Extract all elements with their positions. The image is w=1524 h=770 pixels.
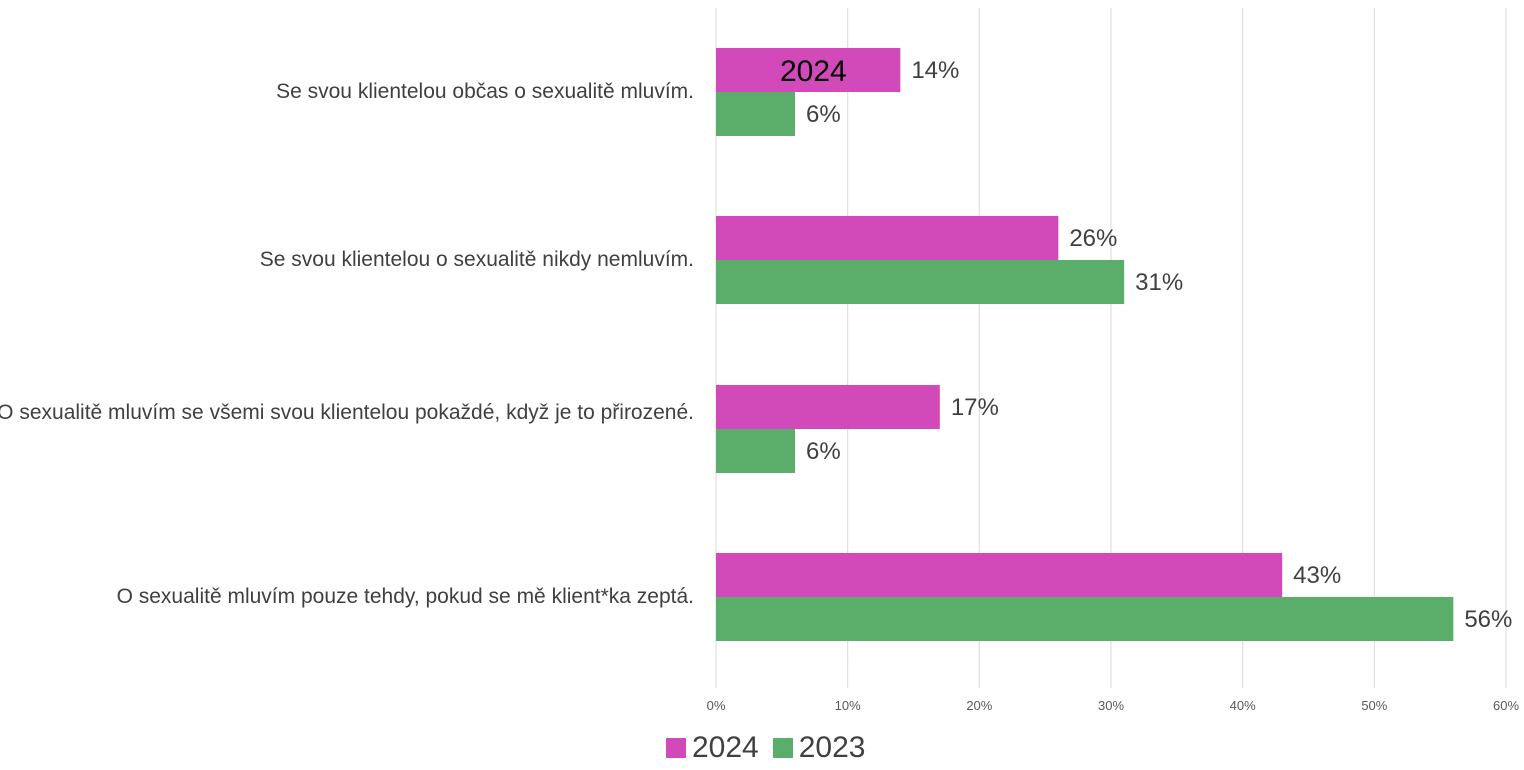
bar-2023-3 <box>716 597 1454 641</box>
bar-2023-0 <box>716 92 795 136</box>
category-label-0: Se svou klientelou občas o sexualitě mlu… <box>276 80 694 103</box>
legend: 2024 2023 <box>666 731 880 765</box>
x-tick-label-0: 0% <box>707 698 726 713</box>
data-label-2023-2: 6% <box>806 438 841 465</box>
legend-swatch-2023 <box>772 738 793 758</box>
category-label-1: Se svou klientelou o sexualitě nikdy nem… <box>259 248 694 271</box>
legend-label-2023: 2023 <box>798 731 866 764</box>
data-label-2023-1: 31% <box>1135 269 1183 296</box>
data-label-2023-3: 56% <box>1464 606 1512 633</box>
data-label-2024-3: 43% <box>1293 562 1341 589</box>
x-tick-label-6: 60% <box>1493 698 1519 713</box>
legend-label-2024: 2024 <box>692 731 759 764</box>
data-label-2024-2: 17% <box>951 394 999 421</box>
x-tick-label-4: 40% <box>1230 698 1256 713</box>
series-overlay-label: 2024 <box>780 55 847 88</box>
data-label-2024-0: 14% <box>911 57 959 84</box>
bar-2024-3 <box>716 553 1283 597</box>
legend-item-2023: 2023 <box>772 731 866 765</box>
bar-2023-2 <box>716 429 795 473</box>
category-label-3: O sexualitě mluvím pouze tehdy, pokud se… <box>116 585 694 608</box>
data-label-2023-0: 6% <box>806 101 841 128</box>
category-label-2: O sexualitě mluvím se všemi svou kliente… <box>0 401 694 424</box>
bar-2024-0 <box>716 48 901 92</box>
x-tick-label-5: 50% <box>1361 698 1387 713</box>
x-tick-label-2: 20% <box>966 698 992 713</box>
data-label-2024-1: 26% <box>1069 225 1117 252</box>
x-tick-label-1: 10% <box>835 698 861 713</box>
bar-2024-1 <box>716 216 1059 260</box>
bar-2024-2 <box>716 385 940 429</box>
x-tick-label-3: 30% <box>1098 698 1124 713</box>
legend-item-2024: 2024 <box>666 731 759 765</box>
bar-2023-1 <box>716 260 1125 304</box>
legend-swatch-2024 <box>666 738 686 758</box>
